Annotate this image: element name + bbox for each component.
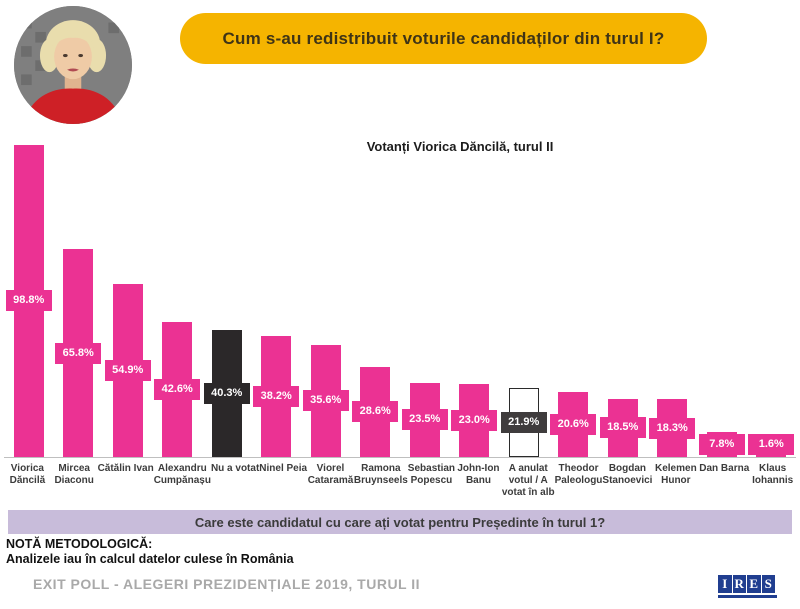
bar-column: 1.6%	[747, 141, 797, 457]
bar-value-badge: 28.6%	[352, 401, 399, 423]
category-label-cell: Mircea Diaconu	[51, 458, 98, 499]
bar-value-badge: 65.8%	[55, 342, 102, 364]
bar-column: 35.6%	[301, 141, 351, 457]
category-label: Klaus Iohannis	[752, 463, 794, 486]
ires-logo: I R E S	[718, 575, 778, 598]
category-label-cell: Alexandru Cumpănașu	[154, 458, 211, 499]
bar-column: 18.5%	[598, 141, 648, 457]
bar-column: 65.8%	[54, 141, 104, 457]
methodology-note: NOTĂ METODOLOGICĂ: Analizele iau în calc…	[6, 537, 294, 567]
category-label: Sebastian Popescu	[407, 463, 456, 486]
category-label-cell: Viorica Dăncilă	[4, 458, 51, 499]
bar-column: 28.6%	[351, 141, 401, 457]
bar-value-badge: 18.5%	[599, 417, 646, 439]
category-label-cell: A anulat votul / A votat în alb	[502, 458, 555, 499]
bar-value-badge: 7.8%	[698, 434, 745, 455]
page-title: Cum s-au redistribuit voturile candidați…	[222, 28, 665, 48]
bar-value-badge: 23.0%	[451, 410, 498, 432]
bar-value-badge: 1.6%	[748, 434, 795, 455]
bar-column: 21.9%	[499, 141, 549, 457]
question-text: Care este candidatul cu care ați votat p…	[194, 514, 606, 530]
chart-subtitle: Votanți Viorica Dăncilă, turul II	[366, 139, 554, 154]
bar-column: 23.0%	[450, 141, 500, 457]
category-label-cell: Ninel Peia	[259, 458, 307, 499]
bar-column: 42.6%	[153, 141, 203, 457]
category-label: Bogdan Stanoevici	[602, 463, 653, 486]
bar-value-badge: 23.5%	[401, 409, 448, 431]
category-label-cell: Sebastian Popescu	[408, 458, 455, 499]
bar-column: 98.8%	[4, 141, 54, 457]
category-label: Viorica Dăncilă	[9, 463, 46, 486]
category-label-cell: Ramona Bruynseels	[354, 458, 408, 499]
category-label-cell: Nu a votat	[211, 458, 259, 499]
ires-logo-letter: R	[732, 575, 746, 593]
bar-column: 18.3%	[648, 141, 698, 457]
bar-value-badge: 35.6%	[302, 390, 349, 412]
category-label: Nu a votat	[210, 463, 260, 474]
ires-logo-letter: I	[718, 575, 732, 593]
bar-value-badge: 18.3%	[649, 417, 696, 439]
bar-value-badge: 38.2%	[253, 386, 300, 408]
bar-column: 20.6%	[549, 141, 599, 457]
category-label-cell: Bogdan Stanoevici	[602, 458, 652, 499]
category-label-cell: Cătălin Ivan	[98, 458, 154, 499]
question-banner: Care este candidatul cu care ați votat p…	[8, 510, 792, 534]
candidate-portrait-illustration	[14, 6, 132, 124]
category-label: Alexandru Cumpănașu	[153, 463, 211, 486]
category-label-cell: Viorel Cataramă	[307, 458, 354, 499]
category-axis: Viorica Dăncilă Mircea Diaconu Cătălin Iva…	[4, 458, 796, 499]
bar-column: 54.9%	[103, 141, 153, 457]
bar-value-badge: 42.6%	[154, 379, 201, 401]
ires-logo-letter: S	[761, 575, 775, 593]
bar-chart: 98.8% 65.8% 54.9% 42.6% 40.3% 38.2% 35.6% 28.6%…	[4, 141, 796, 499]
bar-value-badge: 21.9%	[500, 411, 547, 433]
category-label: Kelemen Hunor	[655, 463, 697, 486]
category-label: Viorel Cataramă	[307, 463, 354, 486]
category-label: Theodor Paleologu	[554, 463, 603, 486]
category-label-cell: Theodor Paleologu	[555, 458, 603, 499]
bar-column: 7.8%	[697, 141, 747, 457]
category-label: John-Ion Banu	[457, 463, 500, 486]
plot-area: 98.8% 65.8% 54.9% 42.6% 40.3% 38.2% 35.6% 28.6%…	[4, 141, 796, 458]
title-banner: Cum s-au redistribuit voturile candidați…	[180, 13, 707, 64]
category-label: Mircea Diaconu	[54, 463, 94, 486]
bar-value-badge: 20.6%	[550, 413, 597, 435]
category-label: Cătălin Ivan	[97, 463, 154, 474]
ires-logo-tagline-bar	[718, 595, 777, 598]
category-label-cell: Kelemen Hunor	[652, 458, 699, 499]
category-label-cell: Dan Barna	[699, 458, 749, 499]
bar-column: 38.2%	[252, 141, 302, 457]
footer-caption: EXIT POLL - ALEGERI PREZIDENȚIALE 2019, …	[33, 576, 421, 592]
bar-column: 40.3%	[202, 141, 252, 457]
bar-value-badge: 54.9%	[104, 359, 151, 381]
note-body: Analizele iau în calcul datelor culese î…	[6, 552, 294, 566]
category-label-cell: Klaus Iohannis	[749, 458, 796, 499]
bar-value-badge: 40.3%	[203, 382, 250, 404]
bar-column: 23.5%	[400, 141, 450, 457]
category-label: Ninel Peia	[259, 463, 308, 474]
category-label: Ramona Bruynseels	[353, 463, 408, 486]
category-label-cell: John-Ion Banu	[455, 458, 502, 499]
category-label: A anulat votul / A votat în alb	[501, 463, 555, 498]
note-heading: NOTĂ METODOLOGICĂ:	[6, 537, 153, 551]
ires-logo-letter: E	[747, 575, 761, 593]
bar-value-badge: 98.8%	[5, 290, 52, 312]
category-label: Dan Barna	[699, 463, 750, 474]
ires-logo-tiles: I R E S	[718, 575, 778, 593]
candidate-avatar	[14, 6, 132, 124]
